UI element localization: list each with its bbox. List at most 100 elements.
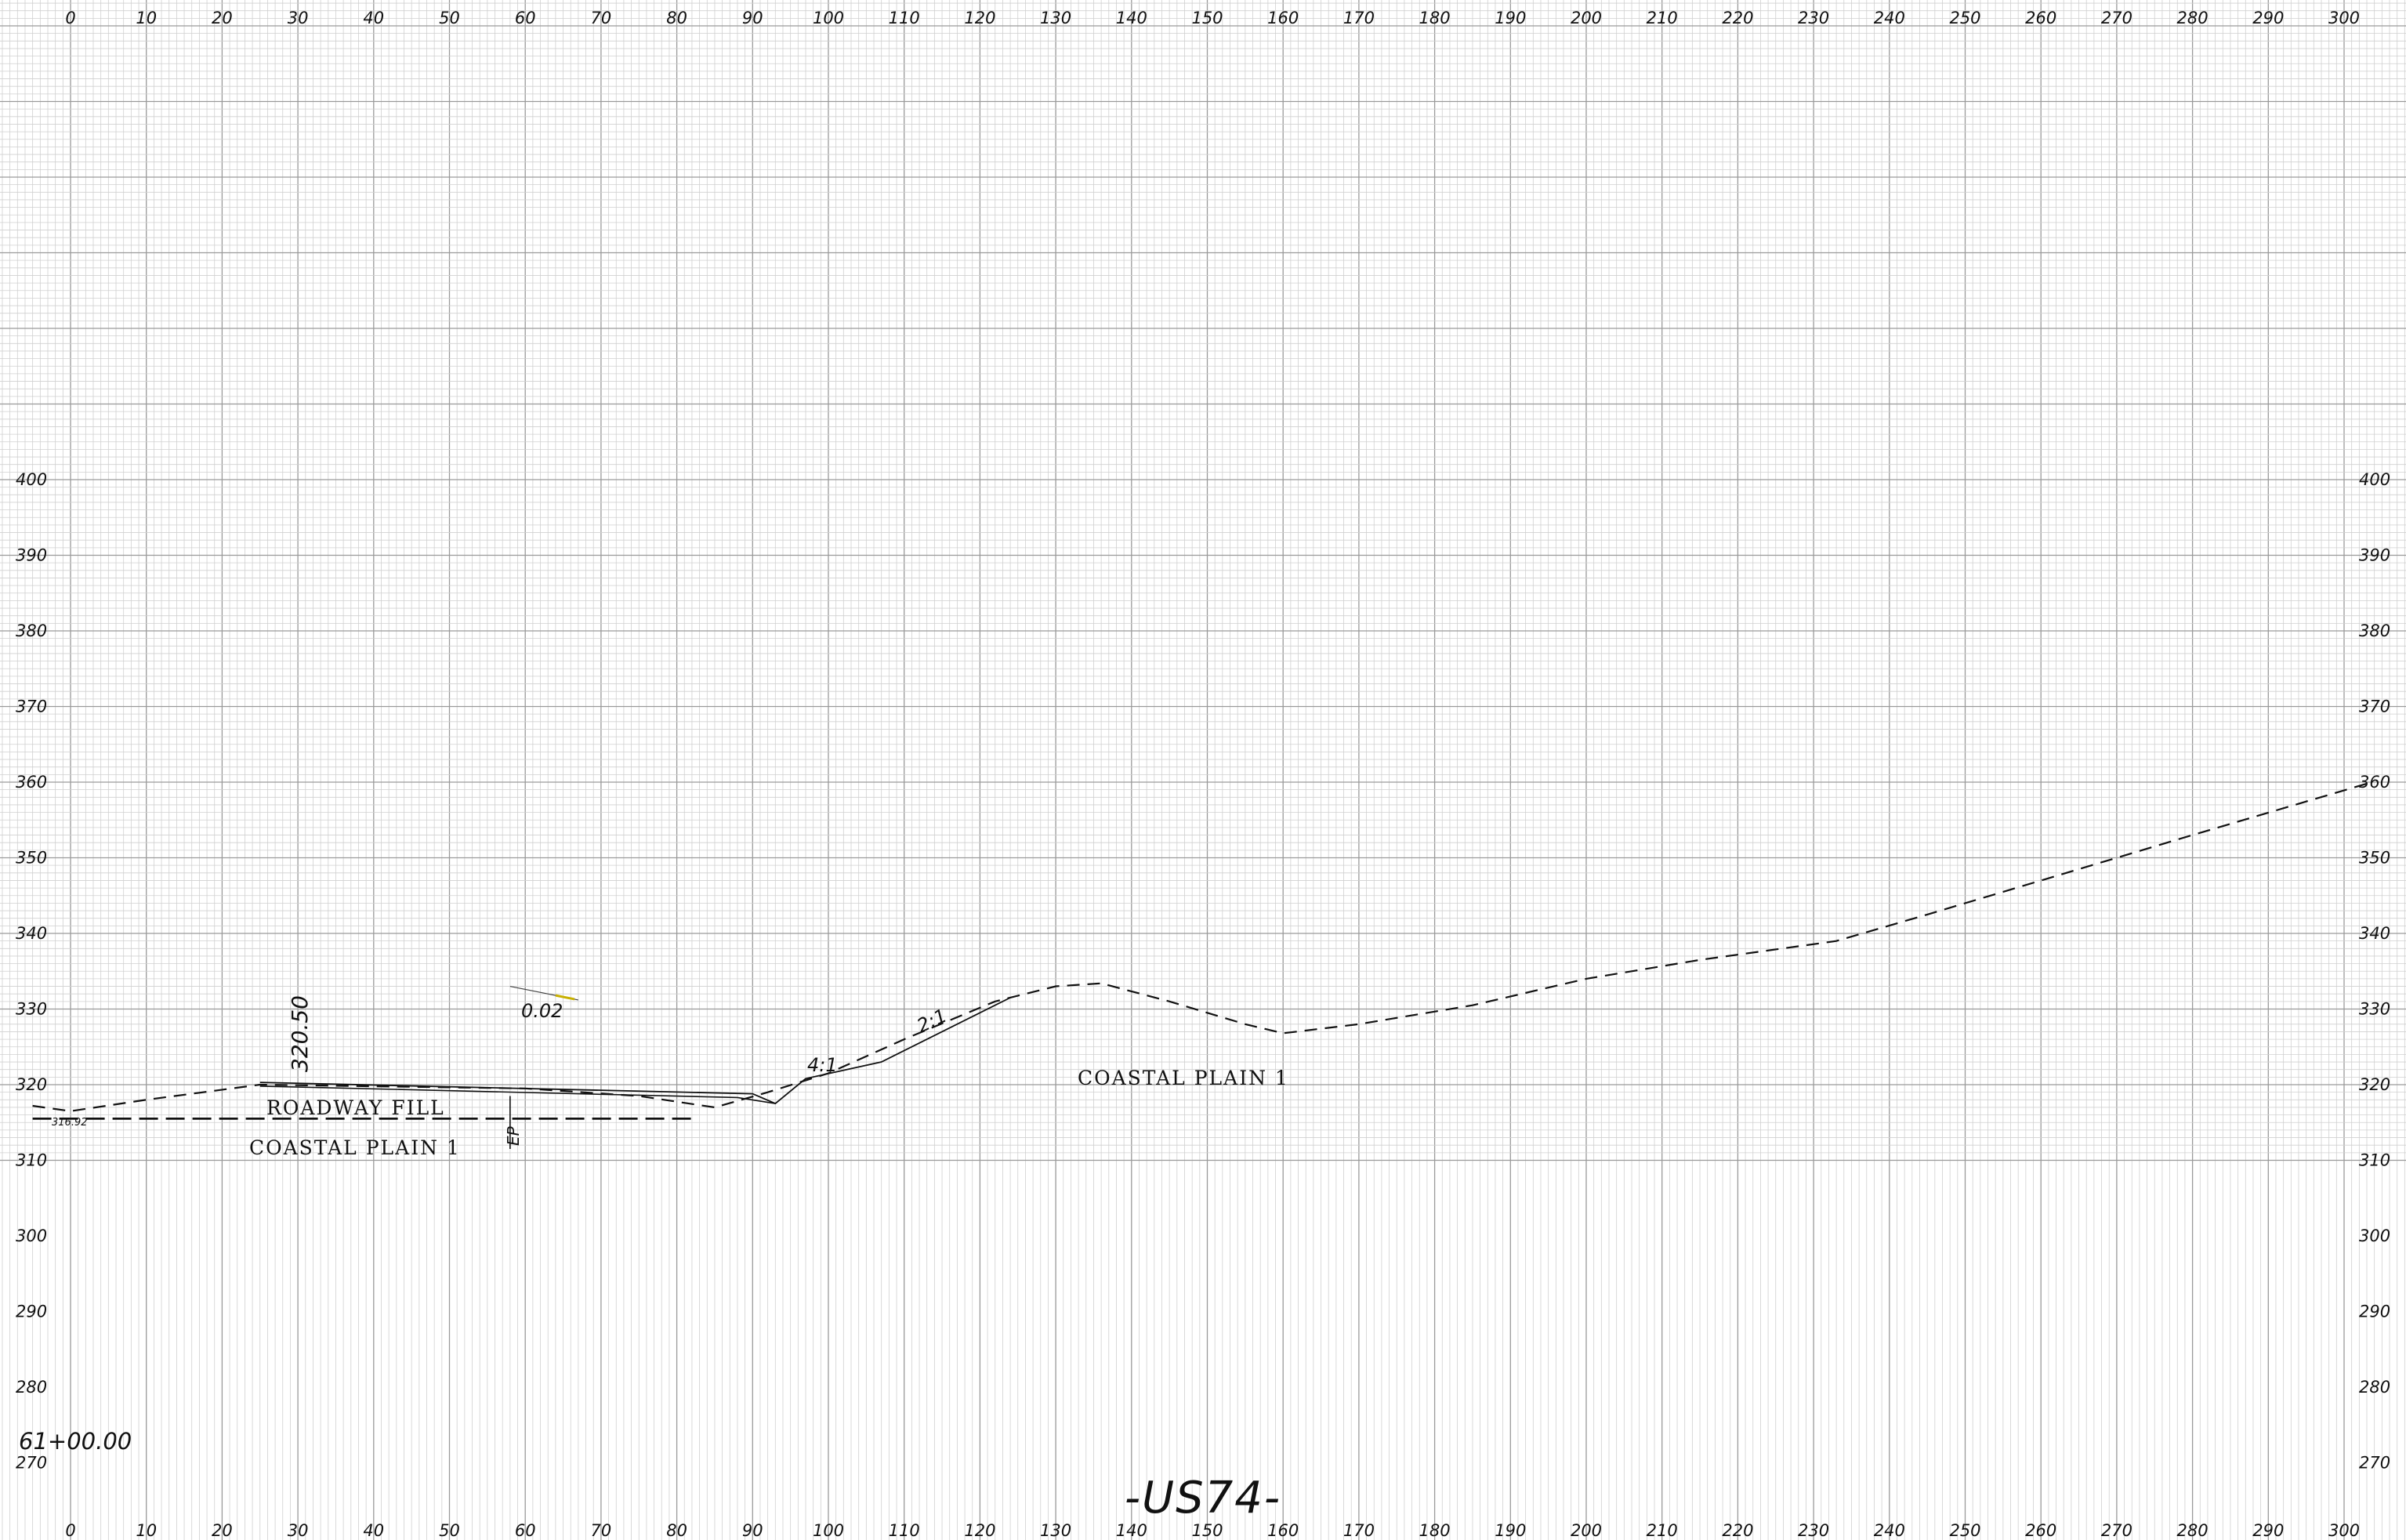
- elevation-label: 320.50: [287, 995, 313, 1072]
- x-tick-label: 210: [1647, 1521, 1678, 1540]
- y-tick-label: 350: [2359, 849, 2390, 868]
- y-tick-label: 310: [2359, 1151, 2390, 1170]
- x-tick-label: 250: [1949, 9, 1980, 27]
- x-tick-label: 90: [742, 9, 763, 27]
- x-tick-label: 0: [65, 9, 75, 27]
- y-tick-label: 290: [2359, 1303, 2390, 1321]
- y-tick-label: 400: [2359, 470, 2390, 489]
- x-tick-label: 60: [515, 9, 536, 27]
- x-tick-label: 130: [1040, 9, 1071, 27]
- x-tick-label: 200: [1571, 1521, 1602, 1540]
- slope-4-1-label: 4:1: [807, 1054, 838, 1076]
- y-tick-label: 320: [2359, 1075, 2390, 1094]
- y-tick-label: 330: [2359, 1000, 2390, 1019]
- y-tick-label: 360: [2359, 773, 2390, 792]
- x-tick-label: 70: [591, 1521, 612, 1540]
- y-tick-label: 340: [2359, 924, 2390, 943]
- roadway-fill-label: ROADWAY FILL: [266, 1096, 445, 1119]
- y-tick-label: 370: [2359, 698, 2390, 716]
- x-tick-label: 160: [1267, 9, 1299, 27]
- x-tick-label: 190: [1495, 1521, 1526, 1540]
- section-lines: [32, 782, 2368, 1150]
- x-tick-label: 260: [2025, 9, 2056, 27]
- x-tick-label: 300: [2328, 1521, 2360, 1540]
- x-tick-label: 110: [889, 9, 920, 27]
- x-tick-label: 230: [1798, 9, 1829, 27]
- x-tick-label: 150: [1191, 1521, 1223, 1540]
- x-axis-top: 0 10 20 30 40 50 60 70 80 90 100 110 120 130 140 150 160…: [65, 9, 2360, 27]
- x-tick-label: 170: [1343, 1521, 1375, 1540]
- x-tick-label: 30: [288, 9, 309, 27]
- y-tick-label: 390: [2359, 546, 2390, 565]
- y-tick-label: 350: [16, 849, 47, 868]
- x-tick-label: 80: [666, 9, 687, 27]
- x-tick-label: 160: [1267, 1521, 1299, 1540]
- slope-pointer-mark: [555, 994, 575, 1001]
- y-tick-label: 360: [16, 773, 47, 792]
- x-tick-label: 200: [1571, 9, 1602, 27]
- x-tick-label: 270: [2101, 9, 2132, 27]
- x-tick-label: 270: [2101, 1521, 2132, 1540]
- ep-label: EP: [504, 1125, 523, 1146]
- x-tick-label: 180: [1419, 1521, 1451, 1540]
- x-tick-label: 280: [2177, 9, 2209, 27]
- y-tick-label: 280: [2359, 1378, 2390, 1397]
- x-tick-label: 260: [2025, 1521, 2056, 1540]
- x-tick-label: 90: [742, 1521, 763, 1540]
- x-tick-label: 170: [1343, 9, 1375, 27]
- y-tick-label: 380: [16, 621, 47, 640]
- x-tick-label: 240: [1874, 1521, 1905, 1540]
- y-tick-label: 400: [16, 470, 47, 489]
- soil-label-right: COASTAL PLAIN 1: [1078, 1067, 1289, 1089]
- y-tick-label: 290: [16, 1303, 47, 1321]
- x-tick-label: 10: [136, 9, 157, 27]
- x-tick-label: 20: [212, 9, 233, 27]
- x-tick-label: 20: [212, 1521, 233, 1540]
- x-tick-label: 110: [889, 1521, 920, 1540]
- x-tick-label: 290: [2252, 9, 2284, 27]
- soil-label-left: COASTAL PLAIN 1: [249, 1136, 461, 1159]
- y-tick-label: 320: [16, 1075, 47, 1094]
- x-tick-label: 120: [964, 9, 995, 27]
- x-tick-label: 80: [666, 1521, 687, 1540]
- x-tick-label: 60: [515, 1521, 536, 1540]
- x-tick-label: 100: [813, 9, 844, 27]
- x-tick-label: 50: [439, 1521, 460, 1540]
- cross-slope-label: 0.02: [521, 1000, 563, 1022]
- x-tick-label: 40: [363, 1521, 384, 1540]
- y-tick-label: 370: [16, 698, 47, 716]
- x-tick-label: 220: [1722, 1521, 1753, 1540]
- y-tick-label: 300: [2359, 1227, 2390, 1245]
- section-line-3: [259, 997, 1011, 1105]
- y-tick-label: 280: [16, 1378, 47, 1397]
- x-tick-label: 150: [1191, 9, 1223, 27]
- annotations: ROADWAY FILL COASTAL PLAIN 1 COASTAL PLA…: [19, 995, 1289, 1524]
- drawing-title: -US74-: [1125, 1473, 1281, 1524]
- x-tick-label: 10: [136, 1521, 157, 1540]
- x-tick-label: 70: [591, 9, 612, 27]
- y-tick-label: 380: [2359, 621, 2390, 640]
- x-tick-label: 290: [2252, 1521, 2284, 1540]
- section-line-4: [259, 1085, 776, 1104]
- y-tick-label: 270: [2359, 1454, 2390, 1473]
- x-tick-label: 0: [65, 1521, 75, 1540]
- x-tick-label: 190: [1495, 9, 1526, 27]
- x-tick-label: 280: [2177, 1521, 2209, 1540]
- y-tick-label: 330: [16, 1000, 47, 1019]
- x-tick-label: 300: [2328, 9, 2360, 27]
- x-axis-bottom: 0 10 20 30 40 50 60 70 80 90 100 110 120 130 140 150 160…: [65, 1521, 2360, 1540]
- x-tick-label: 220: [1722, 9, 1753, 27]
- x-tick-label: 120: [964, 1521, 995, 1540]
- y-tick-label: 340: [16, 924, 47, 943]
- y-tick-label: 390: [16, 546, 47, 565]
- x-tick-label: 50: [439, 9, 460, 27]
- y-tick-label: 310: [16, 1151, 47, 1170]
- x-tick-label: 240: [1874, 9, 1905, 27]
- y-tick-label: 270: [16, 1454, 47, 1473]
- x-tick-label: 30: [288, 1521, 309, 1540]
- x-tick-label: 40: [363, 9, 384, 27]
- x-tick-label: 230: [1798, 1521, 1829, 1540]
- y-tick-label: 300: [16, 1227, 47, 1245]
